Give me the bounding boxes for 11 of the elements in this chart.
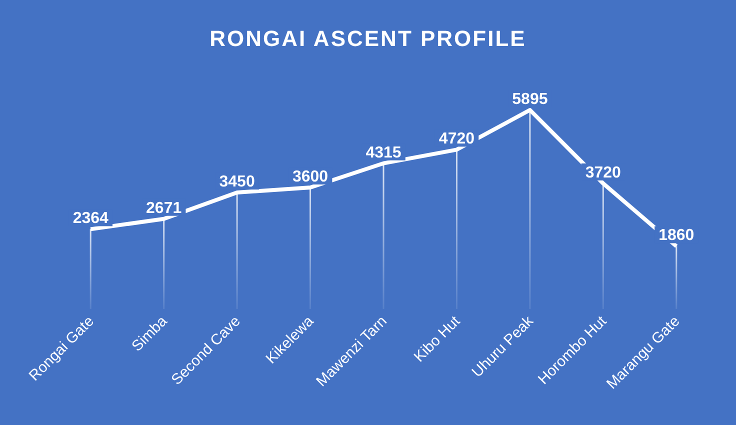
data-label: 1860 (658, 227, 694, 244)
data-label: 5895 (512, 91, 548, 108)
data-label: 3720 (585, 164, 622, 182)
data-label: 4315 (366, 144, 402, 162)
data-label: 3600 (292, 168, 328, 186)
data-label: 2364 (72, 210, 109, 228)
data-label: 4720 (438, 130, 475, 148)
data-label: 2671 (146, 200, 182, 217)
x-tick-label: Kibo Hut (410, 312, 464, 366)
chart-title: RONGAI ASCENT PROFILE (210, 26, 526, 51)
data-label: 3450 (219, 174, 255, 191)
